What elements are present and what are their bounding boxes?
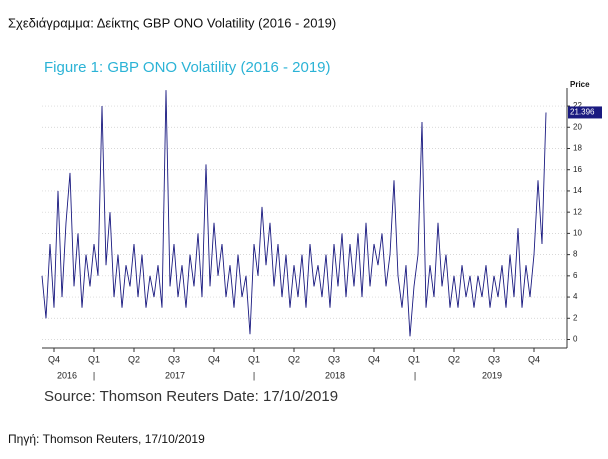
year-separator: | [253,370,255,380]
year-label: 2018 [325,370,345,380]
x-tick-label: Q2 [128,354,140,364]
x-tick-label: Q3 [488,354,500,364]
last-value-box [568,106,602,119]
source: Source: Thomson Reuters Date: 17/10/2019 [44,388,338,405]
year-separator: | [414,370,416,380]
y-tick-label: 14 [573,186,582,195]
y-axis-label: Price [570,80,590,89]
y-tick-label: 2 [573,313,578,322]
x-tick-label: Q4 [48,354,60,364]
x-tick-label: Q3 [328,354,340,364]
x-tick-label: Q2 [448,354,460,364]
y-tick-label: 10 [573,228,582,237]
footer: Πηγή: Thomson Reuters, 17/10/2019 [8,432,205,446]
x-tick-label: Q4 [368,354,380,364]
y-tick-label: 18 [573,144,582,153]
y-tick-label: 12 [573,207,582,216]
year-label: 2017 [165,370,185,380]
y-tick-label: 8 [573,250,578,259]
y-tick-label: 22 [573,101,582,110]
x-tick-label: Q4 [208,354,220,364]
x-tick-label: Q4 [528,354,540,364]
y-tick-label: 4 [573,292,578,301]
year-label: 2016 [57,370,77,380]
chart-title: Figure 1: GBP ONO Volatility (2016 - 201… [44,59,331,76]
year-separator: | [93,370,95,380]
x-tick-label: Q1 [88,354,100,364]
x-tick-label: Q1 [408,354,420,364]
y-tick-label: 20 [573,122,582,131]
x-tick-label: Q3 [168,354,180,364]
x-tick-label: Q2 [288,354,300,364]
x-tick-label: Q1 [248,354,260,364]
y-tick-label: 6 [573,271,578,280]
y-tick-label: 16 [573,165,582,174]
y-tick-label: 0 [573,335,578,344]
line-series [41,90,547,337]
header: Σχεδιάγραμμα: Δείκτης GBP ONO Volatility… [8,15,336,30]
year-label: 2019 [482,370,502,380]
last-value-label: 21.396 [570,108,595,117]
